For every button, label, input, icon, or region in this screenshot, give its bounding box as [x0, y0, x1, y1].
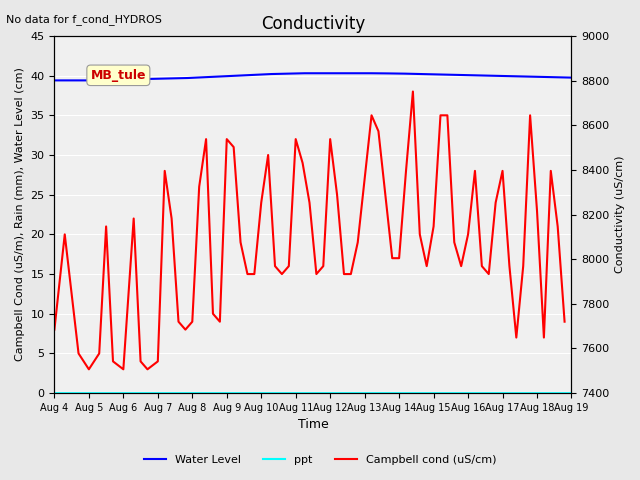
Title: Conductivity: Conductivity	[261, 15, 365, 33]
Text: No data for f_cond_HYDROS: No data for f_cond_HYDROS	[6, 14, 163, 25]
Text: MB_tule: MB_tule	[91, 69, 146, 82]
Y-axis label: Campbell Cond (uS/m), Rain (mm), Water Level (cm): Campbell Cond (uS/m), Rain (mm), Water L…	[15, 68, 25, 361]
X-axis label: Time: Time	[298, 419, 328, 432]
Y-axis label: Conductivity (uS/cm): Conductivity (uS/cm)	[615, 156, 625, 273]
Legend: Water Level, ppt, Campbell cond (uS/cm): Water Level, ppt, Campbell cond (uS/cm)	[140, 451, 500, 469]
